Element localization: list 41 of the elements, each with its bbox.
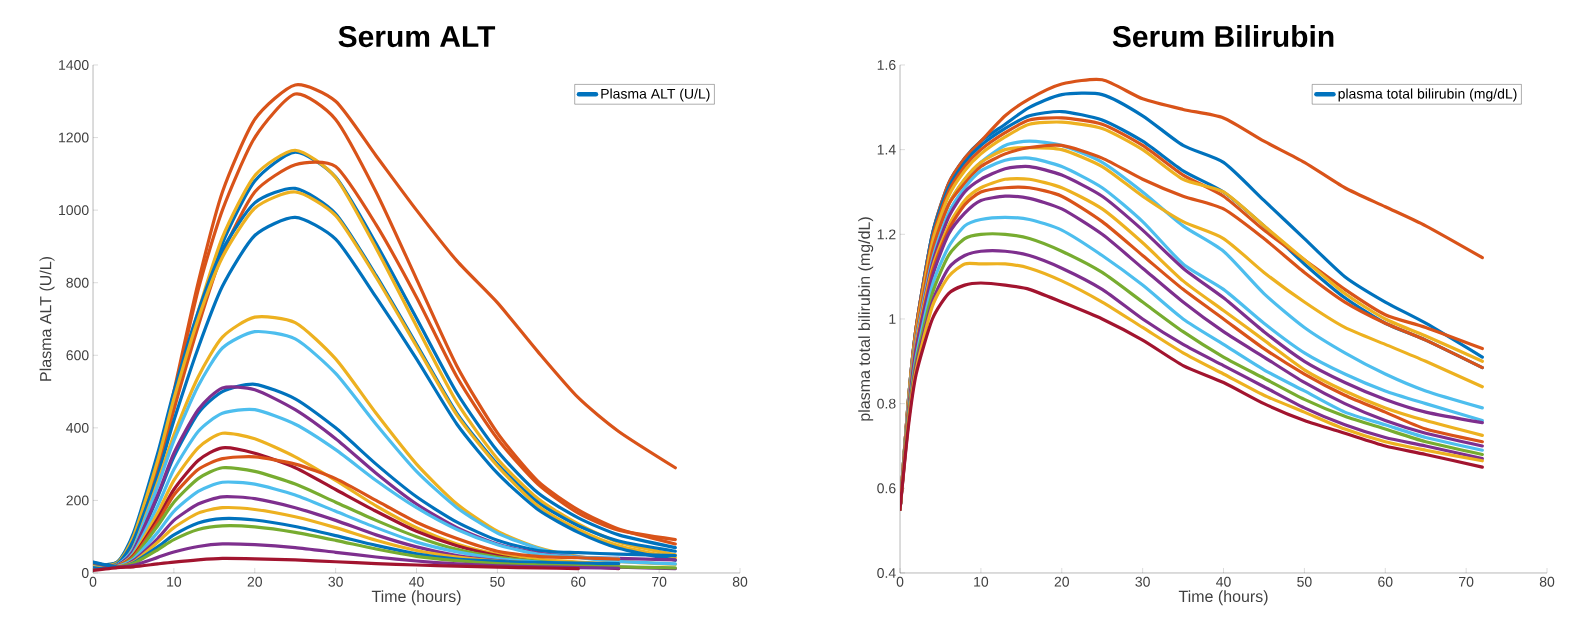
legend-label: plasma total bilirubin (mg/dL) xyxy=(1338,88,1517,102)
y-tick-label: 0.4 xyxy=(877,568,896,578)
x-tick-label: 80 xyxy=(732,576,748,587)
y-axis-title: plasma total bilirubin (mg/dL) xyxy=(858,217,874,421)
y-tick-label: 1000 xyxy=(59,205,89,216)
x-tick-label: 0 xyxy=(896,576,904,587)
chart-title: Serum Bilirubin xyxy=(1112,25,1334,48)
x-tick-label: 40 xyxy=(409,576,424,587)
y-tick-label: 1.4 xyxy=(877,144,896,155)
y-tick-label: 800 xyxy=(66,277,89,288)
x-tick-label: 50 xyxy=(1297,576,1312,587)
x-tick-label: 80 xyxy=(1539,576,1555,587)
x-tick-label: 40 xyxy=(1216,576,1231,587)
y-tick-label: 0 xyxy=(81,568,89,578)
x-tick-label: 20 xyxy=(247,576,262,587)
y-tick-label: 400 xyxy=(66,422,89,433)
x-tick-label: 0 xyxy=(89,576,97,587)
y-tick-label: 0.8 xyxy=(877,398,896,409)
y-tick-label: 1200 xyxy=(59,132,89,143)
y-tick-label: 600 xyxy=(66,350,89,361)
y-tick-label: 0.6 xyxy=(877,483,896,494)
x-tick-label: 70 xyxy=(652,576,667,587)
x-tick-label: 30 xyxy=(328,576,343,587)
legend-label: Plasma ALT (U/L) xyxy=(601,88,710,102)
y-tick-label: 1400 xyxy=(59,60,89,70)
y-tick-label: 1.2 xyxy=(877,229,896,240)
y-axis-title: Plasma ALT (U/L) xyxy=(39,257,55,381)
x-tick-label: 60 xyxy=(1378,576,1393,587)
chart-title: Serum ALT xyxy=(338,25,496,48)
x-tick-label: 20 xyxy=(1054,576,1069,587)
x-tick-label: 10 xyxy=(974,576,989,587)
y-tick-label: 1 xyxy=(889,314,896,324)
x-axis-title: Time (hours) xyxy=(371,590,461,606)
x-tick-label: 30 xyxy=(1135,576,1150,587)
x-tick-label: 60 xyxy=(571,576,586,587)
y-tick-label: 200 xyxy=(66,495,89,506)
y-tick-label: 1.6 xyxy=(877,60,896,70)
x-axis-title: Time (hours) xyxy=(1178,590,1268,606)
x-tick-label: 50 xyxy=(490,576,505,587)
x-tick-label: 10 xyxy=(167,576,182,587)
x-tick-label: 70 xyxy=(1459,576,1474,587)
